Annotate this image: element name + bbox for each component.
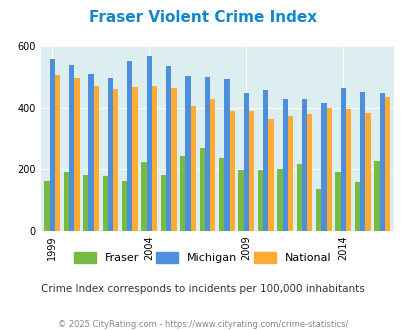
Bar	[102, 176, 108, 231]
Bar	[296, 164, 301, 231]
Bar	[88, 74, 94, 231]
Bar	[287, 116, 292, 231]
Text: Fraser Violent Crime Index: Fraser Violent Crime Index	[89, 10, 316, 25]
Bar	[146, 56, 151, 231]
Bar	[307, 114, 311, 231]
Bar	[113, 89, 118, 231]
Bar	[185, 76, 190, 231]
Bar	[166, 66, 171, 231]
Bar	[141, 162, 146, 231]
Bar	[219, 158, 224, 231]
Bar	[364, 113, 370, 231]
Bar	[379, 93, 384, 231]
Bar	[55, 75, 60, 231]
Bar	[229, 112, 234, 231]
Bar	[359, 92, 364, 231]
Bar	[180, 156, 185, 231]
Bar	[340, 88, 345, 231]
Bar	[243, 93, 248, 231]
Bar	[190, 106, 196, 231]
Bar	[320, 103, 326, 231]
Bar	[94, 86, 99, 231]
Legend: Fraser, Michigan, National: Fraser, Michigan, National	[69, 247, 336, 268]
Bar	[335, 172, 340, 231]
Bar	[44, 181, 49, 231]
Bar	[224, 80, 229, 231]
Bar	[205, 77, 210, 231]
Bar	[277, 169, 282, 231]
Bar	[160, 175, 166, 231]
Bar	[262, 90, 268, 231]
Bar	[354, 182, 359, 231]
Bar	[151, 86, 157, 231]
Bar	[345, 109, 350, 231]
Bar	[64, 172, 69, 231]
Bar	[127, 61, 132, 231]
Bar	[384, 97, 389, 231]
Bar	[326, 108, 331, 231]
Bar	[257, 170, 262, 231]
Bar	[268, 119, 273, 231]
Text: © 2025 CityRating.com - https://www.cityrating.com/crime-statistics/: © 2025 CityRating.com - https://www.city…	[58, 320, 347, 329]
Bar	[373, 161, 379, 231]
Bar	[108, 78, 113, 231]
Bar	[69, 65, 74, 231]
Bar	[199, 148, 205, 231]
Bar	[248, 112, 254, 231]
Text: Crime Index corresponds to incidents per 100,000 inhabitants: Crime Index corresponds to incidents per…	[41, 284, 364, 294]
Bar	[238, 170, 243, 231]
Bar	[83, 175, 88, 231]
Bar	[301, 99, 307, 231]
Bar	[122, 181, 127, 231]
Bar	[74, 78, 79, 231]
Bar	[171, 88, 176, 231]
Bar	[282, 99, 287, 231]
Bar	[210, 99, 215, 231]
Bar	[315, 189, 320, 231]
Bar	[132, 87, 137, 231]
Bar	[49, 59, 55, 231]
